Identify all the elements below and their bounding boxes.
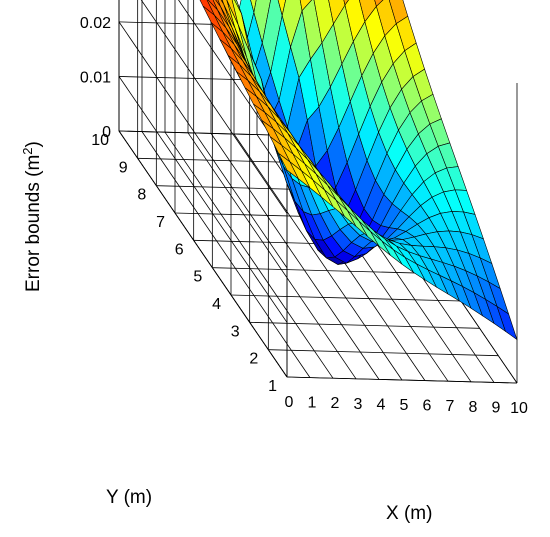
y-tick-label: 2 — [249, 351, 258, 368]
side-wall-grid-z-0.04 — [178, 0, 288, 160]
surface-patch-12-17 — [277, 0, 286, 16]
y-tick-label: 5 — [193, 269, 202, 286]
side-wall-grid-z-0.01 — [118, 76, 288, 323]
surface-patch-11-19 — [250, 0, 257, 13]
error-surface — [199, 0, 518, 341]
y-axis-label: Y (m) — [106, 487, 152, 508]
x-tick-label: 8 — [469, 399, 478, 416]
floor-grid-x-4 — [210, 133, 380, 380]
x-axis-label: X (m) — [386, 503, 432, 524]
floor-grid-x-1 — [141, 131, 311, 378]
y-tick-label: 6 — [175, 241, 184, 258]
z-tick-label: 0 — [102, 124, 111, 141]
x-tick-label: 7 — [446, 398, 455, 415]
floor-grid-y-3 — [249, 321, 480, 329]
x-tick-label: 5 — [400, 397, 409, 414]
z-tick-label: 0.01 — [80, 69, 111, 86]
floor-grid-x-3 — [187, 132, 357, 380]
surface-patch-19-0 — [496, 305, 518, 341]
z-axis-label: Error bounds (m2) — [20, 141, 44, 292]
side-wall-grid-z-0.03 — [140, 0, 288, 214]
x-tick-label: 4 — [377, 396, 386, 413]
y-tick-label: 1 — [268, 378, 277, 395]
floor-grid-y-4 — [230, 294, 462, 302]
x-tick-label: 10 — [510, 400, 528, 417]
y-tick-label: 7 — [156, 214, 165, 231]
x-tick-label: 9 — [492, 399, 501, 416]
x-tick-label: 6 — [423, 398, 432, 415]
x-tick-label: 3 — [354, 396, 363, 413]
y-tick-label: 8 — [137, 187, 146, 204]
y-tick-label: 10 — [91, 132, 109, 149]
x-tick-label: 2 — [331, 395, 340, 412]
side-wall-grid-z-0.02 — [118, 21, 288, 269]
floor-grid-y-2 — [268, 349, 499, 357]
x-tick-label: 1 — [308, 395, 317, 412]
floor-grid-y-1 — [286, 376, 518, 384]
x-tick-label: 0 — [285, 394, 294, 411]
y-tick-label: 3 — [231, 323, 240, 340]
z-tick-label: 0.02 — [80, 15, 111, 32]
side-wall-grid-z-0 — [118, 130, 288, 378]
floor-grid-x-2 — [164, 131, 334, 379]
floor-grid-x-5 — [233, 133, 403, 381]
y-tick-label: 4 — [212, 296, 221, 313]
y-tick-label: 9 — [119, 159, 128, 176]
tick-labels: 0123456789101234567891000.010.020.030.04… — [80, 15, 528, 417]
